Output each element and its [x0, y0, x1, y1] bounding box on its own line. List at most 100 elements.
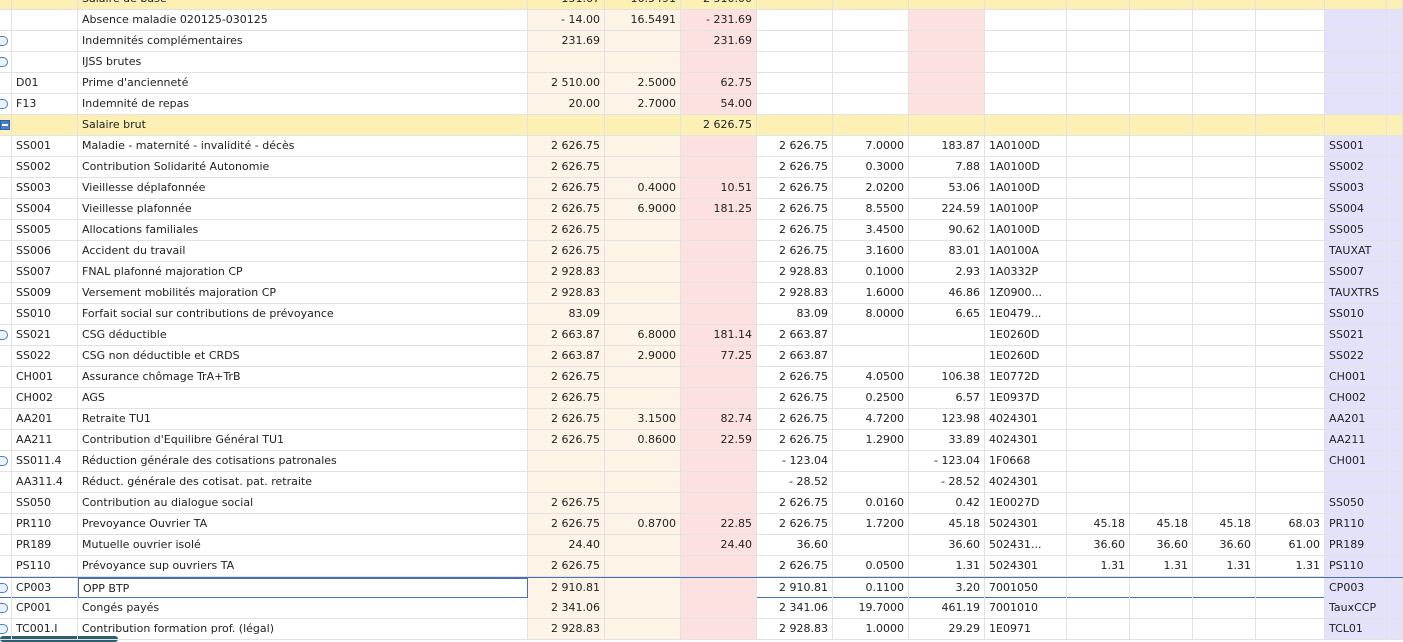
row-indicator[interactable]: [0, 94, 12, 114]
table-cell: [605, 115, 681, 135]
table-row[interactable]: SS010 Forfait social sur contributions de…: [0, 304, 1403, 325]
table-cell: CH002: [12, 388, 78, 408]
row-indicator[interactable]: [0, 451, 12, 471]
table-cell: [605, 262, 681, 282]
comment-icon[interactable]: [0, 330, 8, 340]
row-indicator[interactable]: [0, 283, 12, 303]
table-cell: [1067, 493, 1130, 513]
table-row[interactable]: Indemnités complémentaires 231.69 231.69: [0, 31, 1403, 52]
row-indicator[interactable]: [0, 115, 12, 135]
row-indicator[interactable]: [0, 10, 12, 30]
comment-icon[interactable]: [0, 603, 8, 613]
row-indicator[interactable]: [0, 241, 12, 261]
row-indicator[interactable]: [0, 304, 12, 324]
table-cell: [909, 52, 985, 72]
row-indicator[interactable]: [0, 31, 12, 51]
row-indicator[interactable]: [0, 73, 12, 93]
comment-icon[interactable]: [0, 99, 8, 109]
table-row[interactable]: SS005 Allocations familiales 2 626.75 2 626…: [0, 220, 1403, 241]
table-row[interactable]: Salaire de base151.6716.54912 510.00: [0, 0, 1403, 10]
table-cell: 1A0100D: [985, 157, 1067, 177]
row-indicator[interactable]: [0, 535, 12, 555]
table-cell: [909, 31, 985, 51]
table-cell: 2 626.75: [757, 430, 833, 450]
table-cell: CH002: [1325, 388, 1387, 408]
row-indicator[interactable]: [0, 430, 12, 450]
table-cell: 2 626.75: [528, 367, 605, 387]
table-row[interactable]: SS004 Vieillesse plafonnée 2 626.75 6.9000 1…: [0, 199, 1403, 220]
table-cell: 2 626.75: [757, 178, 833, 198]
table-cell: SS003: [12, 178, 78, 198]
row-indicator[interactable]: [0, 325, 12, 345]
row-indicator[interactable]: [0, 578, 12, 598]
table-row[interactable]: Absence maladie 020125-030125- 14.00 16.5…: [0, 10, 1403, 31]
table-row[interactable]: CP001 Congés payés 2 341.06 2 341.06 19.7000…: [0, 598, 1403, 619]
table-row[interactable]: CH002 AGS 2 626.75 2 626.75 0.2500 6.57 1E0937…: [0, 388, 1403, 409]
table-cell: 1A0100D: [985, 220, 1067, 240]
table-row[interactable]: F13 Indemnité de repas 20.00 2.7000 54.00: [0, 94, 1403, 115]
table-cell: 68.03: [1256, 514, 1325, 534]
table-cell: 3.20: [909, 578, 985, 598]
comment-icon[interactable]: [0, 624, 8, 634]
table-cell: [1387, 136, 1403, 156]
row-indicator[interactable]: [0, 388, 12, 408]
row-indicator[interactable]: [0, 598, 12, 618]
table-row[interactable]: SS021 CSG déductible 2 663.87 6.8000 181.14 2…: [0, 325, 1403, 346]
row-indicator[interactable]: [0, 262, 12, 282]
row-indicator[interactable]: [0, 157, 12, 177]
row-indicator[interactable]: [0, 136, 12, 156]
table-cell: [1256, 325, 1325, 345]
table-row[interactable]: SS007 FNAL plafonné majoration CP 2 928.83…: [0, 262, 1403, 283]
table-row[interactable]: AA211 Contribution d'Equilibre Général TU…: [0, 430, 1403, 451]
collapse-icon[interactable]: [0, 120, 10, 130]
table-row[interactable]: CP003 OPP BTP 2 910.81 2 910.81 0.1100 3.20 70…: [0, 577, 1403, 598]
table-row[interactable]: SS003 Vieillesse déplafonnée 2 626.75 0.400…: [0, 178, 1403, 199]
table-row[interactable]: PS110 Prévoyance sup ouvriers TA 2 626.75 2…: [0, 556, 1403, 577]
table-cell: Forfait social sur contributions de prév…: [78, 304, 528, 324]
row-indicator[interactable]: [0, 556, 12, 576]
table-row[interactable]: SS001 Maladie - maternité - invalidité - …: [0, 136, 1403, 157]
table-row[interactable]: TC001.I Contribution formation prof. (lég…: [0, 619, 1403, 640]
comment-icon[interactable]: [0, 36, 8, 46]
table-row[interactable]: SS006 Accident du travail 2 626.75 2 626.75…: [0, 241, 1403, 262]
row-indicator[interactable]: [0, 0, 12, 9]
row-indicator[interactable]: [0, 514, 12, 534]
table-cell: AA201: [1325, 409, 1387, 429]
comment-icon[interactable]: [0, 57, 8, 67]
row-indicator[interactable]: [0, 493, 12, 513]
table-row[interactable]: AA201 Retraite TU1 2 626.75 3.1500 82.74 2 62…: [0, 409, 1403, 430]
table-row[interactable]: SS050 Contribution au dialogue social 2 62…: [0, 493, 1403, 514]
table-cell: [1130, 94, 1193, 114]
table-cell: [1387, 388, 1403, 408]
table-row[interactable]: SS022 CSG non déductible et CRDS 2 663.87 2…: [0, 346, 1403, 367]
table-row[interactable]: AA311.4 Réduct. générale des cotisat. pat…: [0, 472, 1403, 493]
table-row[interactable]: Salaire brut 2 626.75: [0, 115, 1403, 136]
table-row[interactable]: IJSS brutes: [0, 52, 1403, 73]
comment-icon[interactable]: [0, 583, 8, 593]
row-indicator[interactable]: [0, 178, 12, 198]
table-row[interactable]: SS011.4 Réduction générale des cotisation…: [0, 451, 1403, 472]
table-cell: 1E0027D: [985, 493, 1067, 513]
table-cell: 20.00: [528, 94, 605, 114]
table-row[interactable]: CH001 Assurance chômage TrA+TrB 2 626.75 2 …: [0, 367, 1403, 388]
row-indicator[interactable]: [0, 346, 12, 366]
table-row[interactable]: PR110 Prevoyance Ouvrier TA 2 626.75 0.8700…: [0, 514, 1403, 535]
row-indicator[interactable]: [0, 52, 12, 72]
table-cell: 7001010: [985, 598, 1067, 618]
table-row[interactable]: D01 Prime d'ancienneté 2 510.00 2.5000 62.75: [0, 73, 1403, 94]
row-indicator[interactable]: [0, 220, 12, 240]
comment-icon[interactable]: [0, 456, 8, 466]
table-cell: CP003: [1325, 578, 1387, 598]
table-row[interactable]: SS002 Contribution Solidarité Autonomie 2 …: [0, 157, 1403, 178]
table-cell: [1067, 325, 1130, 345]
table-row[interactable]: PR189 Mutuelle ouvrier isolé 24.40 24.40 36.…: [0, 535, 1403, 556]
table-row[interactable]: SS009 Versement mobilités majoration CP 2 …: [0, 283, 1403, 304]
row-indicator[interactable]: [0, 409, 12, 429]
row-indicator[interactable]: [0, 472, 12, 492]
table-cell: 2 928.83: [528, 619, 605, 639]
table-cell: [1193, 262, 1256, 282]
row-indicator[interactable]: [0, 367, 12, 387]
table-cell: Contribution Solidarité Autonomie: [78, 157, 528, 177]
row-indicator[interactable]: [0, 619, 12, 639]
row-indicator[interactable]: [0, 199, 12, 219]
